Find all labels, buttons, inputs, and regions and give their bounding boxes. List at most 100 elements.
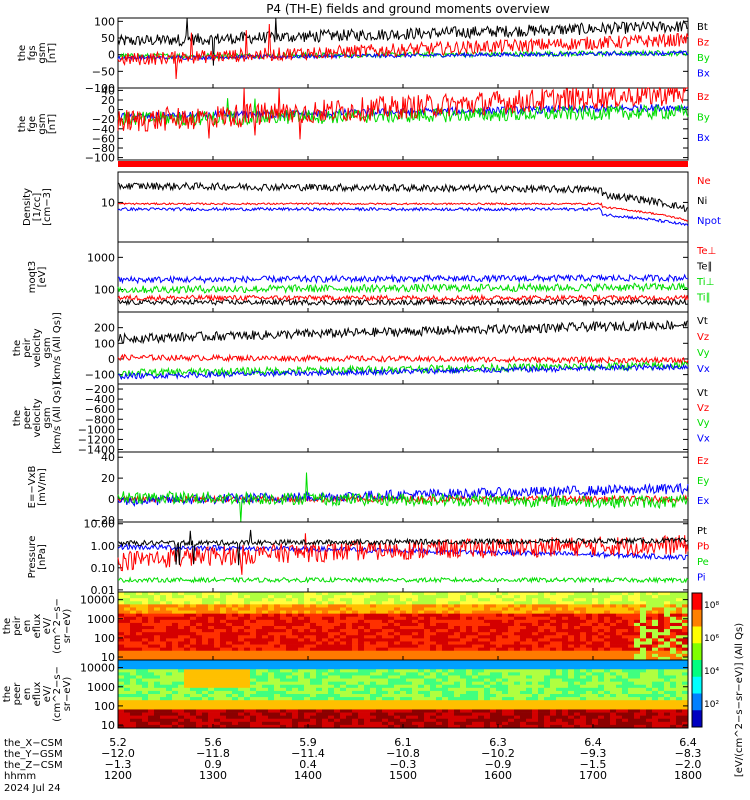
spectrogram-cell bbox=[460, 669, 467, 673]
spectrogram-cell bbox=[640, 595, 647, 599]
spectrogram-cell bbox=[652, 718, 659, 723]
spectrogram-cell bbox=[256, 647, 263, 652]
spectrogram-cell bbox=[508, 619, 515, 624]
spectrogram-cell bbox=[442, 681, 449, 686]
spectrogram-cell bbox=[640, 598, 647, 602]
spectrogram-cell bbox=[244, 721, 251, 726]
spectrogram-cell bbox=[268, 718, 275, 723]
spectrogram-cell bbox=[328, 616, 335, 621]
spectrogram-cell bbox=[190, 644, 197, 649]
spectrogram-cell bbox=[604, 660, 611, 664]
spectrogram-cell bbox=[376, 607, 383, 611]
spectrogram-cell bbox=[130, 656, 137, 661]
spectrogram-cell bbox=[400, 632, 407, 636]
spectrogram-cell bbox=[478, 700, 485, 704]
spectrogram-cell bbox=[544, 672, 551, 676]
spectrogram-cell bbox=[520, 684, 527, 689]
spectrogram-cell bbox=[238, 690, 245, 695]
spectrogram-cell bbox=[418, 595, 425, 599]
spectrogram-cell bbox=[514, 666, 521, 670]
spectrogram-cell bbox=[382, 672, 389, 676]
spectrogram-cell bbox=[412, 712, 419, 717]
spectrogram-cell bbox=[604, 684, 611, 689]
spectrogram-cell bbox=[442, 653, 449, 658]
spectrogram-cell bbox=[238, 592, 245, 596]
spectrogram-cell bbox=[502, 684, 509, 689]
spectrogram-cell bbox=[484, 613, 491, 618]
y-tick-label: 40 bbox=[101, 84, 115, 97]
spectrogram-cell bbox=[154, 706, 161, 710]
y-axis-label-line: gsm bbox=[37, 113, 48, 134]
spectrogram-cell bbox=[526, 709, 533, 713]
spectrogram-cell bbox=[178, 622, 185, 627]
spectrogram-cell bbox=[202, 653, 209, 658]
y-tick-label: 0 bbox=[108, 49, 115, 62]
spectrogram-cell bbox=[658, 724, 665, 729]
spectrogram-cell bbox=[364, 629, 371, 633]
spectrogram-cell bbox=[256, 613, 263, 618]
spectrogram-cell bbox=[412, 690, 419, 695]
spectrogram-cell bbox=[610, 653, 617, 658]
spectrogram-cell bbox=[142, 663, 149, 667]
spectrogram-cell bbox=[424, 644, 431, 649]
spectrogram-cell bbox=[598, 613, 605, 618]
spectrogram-cell bbox=[328, 669, 335, 673]
spectrogram-cell bbox=[244, 697, 251, 701]
spectrogram-cell bbox=[400, 700, 407, 704]
spectrogram-cell bbox=[172, 641, 179, 645]
spectrogram-cell bbox=[232, 724, 239, 729]
spectrogram-cell bbox=[118, 703, 125, 707]
spectrogram-cell bbox=[376, 647, 383, 652]
spectrogram-cell bbox=[436, 616, 443, 621]
spectrogram-cell bbox=[214, 712, 221, 717]
spectrogram-cell bbox=[454, 650, 461, 655]
spectrogram-cell bbox=[388, 669, 395, 673]
spectrogram-cell bbox=[508, 622, 515, 627]
spectrogram-cell bbox=[442, 666, 449, 670]
spectrogram-cell bbox=[304, 607, 311, 611]
spectrogram-cell bbox=[256, 724, 263, 729]
spectrogram-cell bbox=[412, 718, 419, 723]
spectrogram-cell bbox=[124, 703, 131, 707]
spectrogram-cell bbox=[238, 660, 245, 664]
spectrogram-cell bbox=[568, 666, 575, 670]
spectrogram-cell bbox=[406, 718, 413, 723]
spectrogram-cell bbox=[358, 629, 365, 633]
spectrogram-cell bbox=[154, 678, 161, 683]
spectrogram-cell bbox=[652, 598, 659, 602]
spectrogram-cell bbox=[448, 595, 455, 599]
legend-Bx: Bx bbox=[697, 69, 710, 80]
spectrogram-cell bbox=[610, 672, 617, 676]
spectrogram-cell bbox=[592, 616, 599, 621]
spectrogram-cell bbox=[676, 616, 683, 621]
spectrogram-cell bbox=[496, 656, 503, 661]
spectrogram-cell bbox=[604, 678, 611, 683]
spectrogram-cell bbox=[190, 610, 197, 615]
spectrogram-cell bbox=[610, 626, 617, 630]
spectrogram-cell bbox=[400, 595, 407, 599]
spectrogram-cell bbox=[382, 666, 389, 670]
spectrogram-cell bbox=[652, 641, 659, 645]
spectrogram-cell bbox=[400, 644, 407, 649]
spectrogram-cell bbox=[436, 666, 443, 670]
spectrogram-cell bbox=[478, 604, 485, 608]
spectrogram-cell bbox=[370, 669, 377, 673]
legend-Ti⊥: Ti⊥ bbox=[696, 277, 714, 288]
spectrogram-cell bbox=[418, 619, 425, 624]
spectrogram-cell bbox=[484, 672, 491, 676]
spectrogram-cell bbox=[580, 715, 587, 720]
spectrogram-cell bbox=[130, 595, 137, 599]
spectrogram-cell bbox=[496, 607, 503, 611]
spectrogram-cell bbox=[298, 613, 305, 618]
spectrogram-cell bbox=[460, 675, 467, 679]
spectrogram-cell bbox=[472, 656, 479, 661]
spectrogram-cell bbox=[148, 684, 155, 689]
spectrogram-cell bbox=[202, 626, 209, 630]
spectrogram-cell bbox=[160, 604, 167, 608]
spectrogram-cell bbox=[520, 619, 527, 624]
spectrogram-cell bbox=[580, 694, 587, 698]
spectrogram-cell bbox=[388, 598, 395, 602]
spectrogram-cell bbox=[640, 622, 647, 627]
spectrogram-cell bbox=[214, 626, 221, 630]
spectrogram-cell bbox=[328, 706, 335, 710]
